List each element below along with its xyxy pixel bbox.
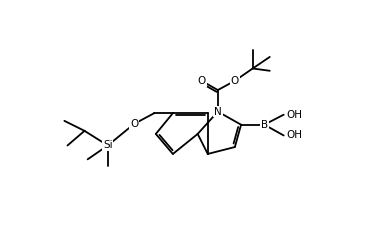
Text: O: O xyxy=(130,119,138,129)
Text: Si: Si xyxy=(103,141,113,150)
Text: OH: OH xyxy=(286,131,302,141)
Text: B: B xyxy=(261,120,268,130)
Text: O: O xyxy=(197,76,206,86)
Text: O: O xyxy=(231,76,239,86)
Text: OH: OH xyxy=(286,110,302,120)
Text: N: N xyxy=(214,107,222,117)
